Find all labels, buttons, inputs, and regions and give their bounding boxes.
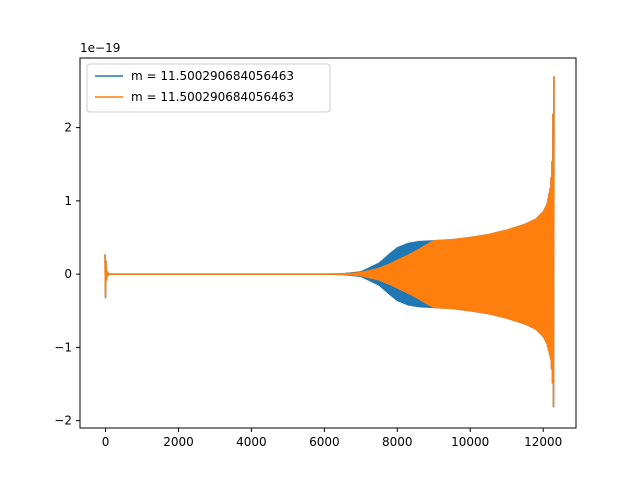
plot-frame: [79, 57, 577, 429]
x-tick-label: 8000: [382, 435, 413, 449]
x-tick-label: 4000: [236, 435, 267, 449]
legend: m = 11.500290684056463 m = 11.50029068405…: [86, 63, 331, 113]
x-axis: 0 2000 4000 6000 8000 10000 12000: [102, 428, 562, 449]
y-tick-label: 0: [64, 267, 72, 281]
x-tick-label: 12000: [524, 435, 562, 449]
legend-box: [86, 63, 331, 113]
y-tick-label: −1: [54, 340, 72, 354]
legend-label-1: m = 11.500290684056463: [131, 69, 294, 83]
series-layer: [104, 76, 555, 408]
x-tick-label: 6000: [309, 435, 340, 449]
y-tick-label: 2: [64, 121, 72, 135]
y-tick-label: −2: [54, 414, 72, 428]
axis-offset-text: 1e−19: [80, 41, 120, 55]
x-tick-label: 0: [102, 435, 110, 449]
y-tick-label: 1: [64, 194, 72, 208]
x-tick-label: 10000: [451, 435, 489, 449]
x-tick-label: 2000: [163, 435, 194, 449]
series-line-2: [104, 76, 555, 408]
y-axis: −2 −1 0 1 2: [54, 121, 80, 428]
legend-label-2: m = 11.500290684056463: [131, 90, 294, 104]
